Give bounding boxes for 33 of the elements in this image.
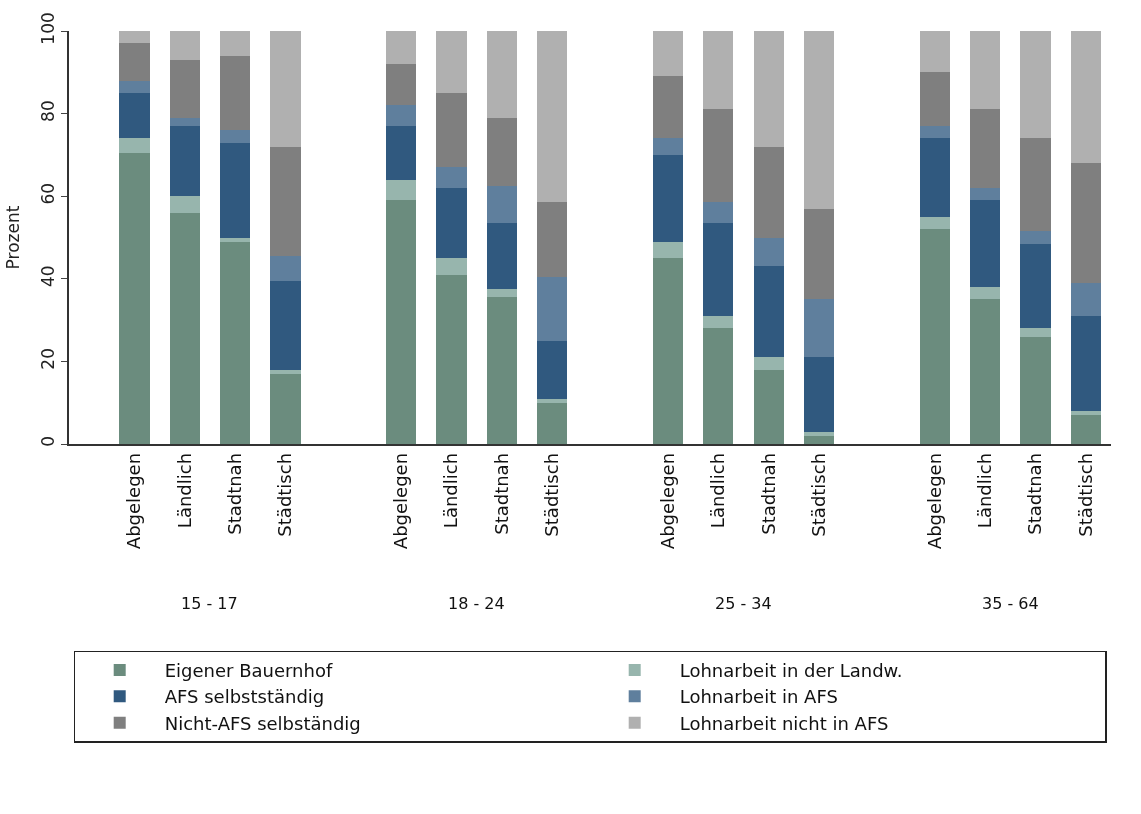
- legend-label: Nicht-AFS selbständig: [164, 712, 361, 734]
- text: 18 - 24: [448, 594, 505, 613]
- y-axis-title: Prozent: [2, 205, 23, 270]
- x-tick-label: Abgelegen: [123, 452, 145, 550]
- x-tick-label: Städtisch: [1074, 452, 1096, 537]
- x-tick-label: Ländlich: [440, 452, 462, 529]
- legend-label: Lohnarbeit in AFS: [679, 686, 838, 708]
- x-tick-label: Ländlich: [974, 452, 995, 529]
- x-tick-label: Abgelegen: [656, 452, 678, 550]
- y-tick-label: 0: [38, 436, 59, 447]
- x-tick-label: Ländlich: [707, 452, 729, 529]
- x-tick-label: Abgelegen: [923, 452, 945, 550]
- y-tick-label: 40: [38, 265, 59, 288]
- x-tick-label: Städtisch: [807, 452, 829, 537]
- x-tick-label: Abgelegen: [390, 452, 412, 550]
- x-tick-label: Stadtnah: [223, 452, 245, 535]
- x-tick-label: Stadtnah: [490, 452, 512, 535]
- text: 15 - 17: [181, 594, 238, 613]
- y-tick-label: 100: [38, 12, 59, 45]
- legend-label: Lohnarbeit in der Landw.: [679, 659, 903, 681]
- x-tick-label: Städtisch: [541, 452, 563, 537]
- y-tick-label: 20: [38, 348, 59, 370]
- x-tick-label: Städtisch: [274, 452, 296, 537]
- x-tick-label: Stadtnah: [757, 452, 779, 535]
- x-tick-label: Ländlich: [173, 452, 195, 529]
- x-tick-label: Stadtnah: [1024, 452, 1046, 535]
- y-tick-label: 80: [38, 100, 59, 122]
- text: 25 - 34: [715, 594, 772, 613]
- legend-label: AFS selbstständig: [164, 686, 325, 708]
- y-tick-label: 60: [38, 182, 59, 205]
- legend-label: Eigener Bauernhof: [164, 659, 333, 681]
- legend-label: Lohnarbeit nicht in AFS: [679, 712, 889, 734]
- text: 35 - 64: [982, 594, 1039, 613]
